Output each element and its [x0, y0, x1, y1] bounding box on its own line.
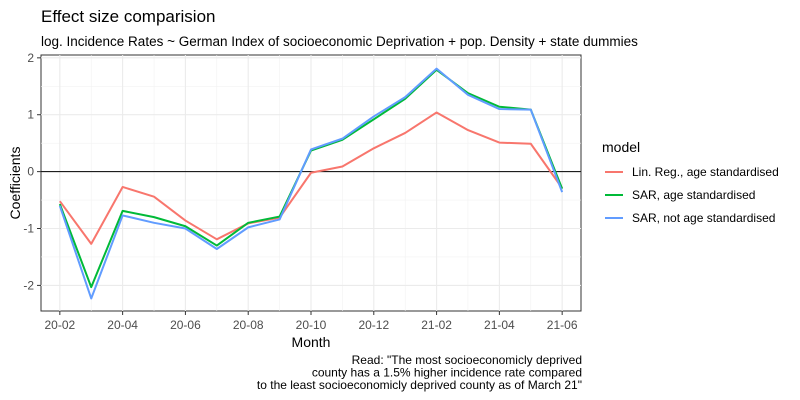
legend-label: Lin. Reg., age standardised	[632, 165, 779, 179]
x-tick-label: 20-04	[107, 318, 138, 332]
x-tick-label: 21-04	[484, 318, 515, 332]
legend-item: SAR, not age standardised	[605, 211, 775, 225]
y-tick-label: 0	[27, 165, 34, 179]
chart-subtitle: log. Incidence Rates ~ German Index of s…	[41, 34, 638, 49]
legend-item: SAR, age standardised	[605, 188, 755, 202]
y-tick-label: -2	[23, 278, 34, 292]
caption: Read: "The most socioeconomicly deprived…	[257, 353, 582, 392]
legend-item: Lin. Reg., age standardised	[605, 165, 779, 179]
caption-line: to the least socioeconomicly deprived co…	[257, 378, 582, 392]
x-axis-title: Month	[292, 334, 331, 350]
chart-title: Effect size comparision	[41, 7, 215, 26]
caption-line: county has a 1.5% higher incidence rate …	[312, 366, 582, 380]
legend-title: model	[602, 139, 640, 155]
legend: model Lin. Reg., age standardised SAR, ag…	[602, 139, 779, 225]
y-tick-label: 2	[27, 51, 34, 65]
x-tick-label: 21-06	[547, 318, 578, 332]
legend-label: SAR, age standardised	[632, 188, 755, 202]
legend-label: SAR, not age standardised	[632, 211, 775, 225]
series-line-3	[58, 67, 564, 300]
x-tick-label: 20-08	[233, 318, 264, 332]
y-tick-label: -1	[23, 222, 34, 236]
grid-lines	[41, 55, 581, 311]
y-axis-title: Coefficients	[7, 147, 23, 220]
x-tick-label: 20-12	[358, 318, 389, 332]
x-tick-label: 20-02	[44, 318, 75, 332]
series-line-1	[59, 111, 563, 245]
x-tick-label: 20-10	[296, 318, 327, 332]
x-tick-label: 20-06	[170, 318, 201, 332]
y-tick-label: 1	[27, 108, 34, 122]
series-lines	[58, 67, 564, 300]
x-tick-label: 21-02	[421, 318, 452, 332]
caption-line: Read: "The most socioeconomicly deprived	[352, 353, 582, 367]
axes: -2 -1 0 1 2 20-02 20-04 20-06 20-08 20-10 20-12 21-…	[23, 51, 578, 332]
